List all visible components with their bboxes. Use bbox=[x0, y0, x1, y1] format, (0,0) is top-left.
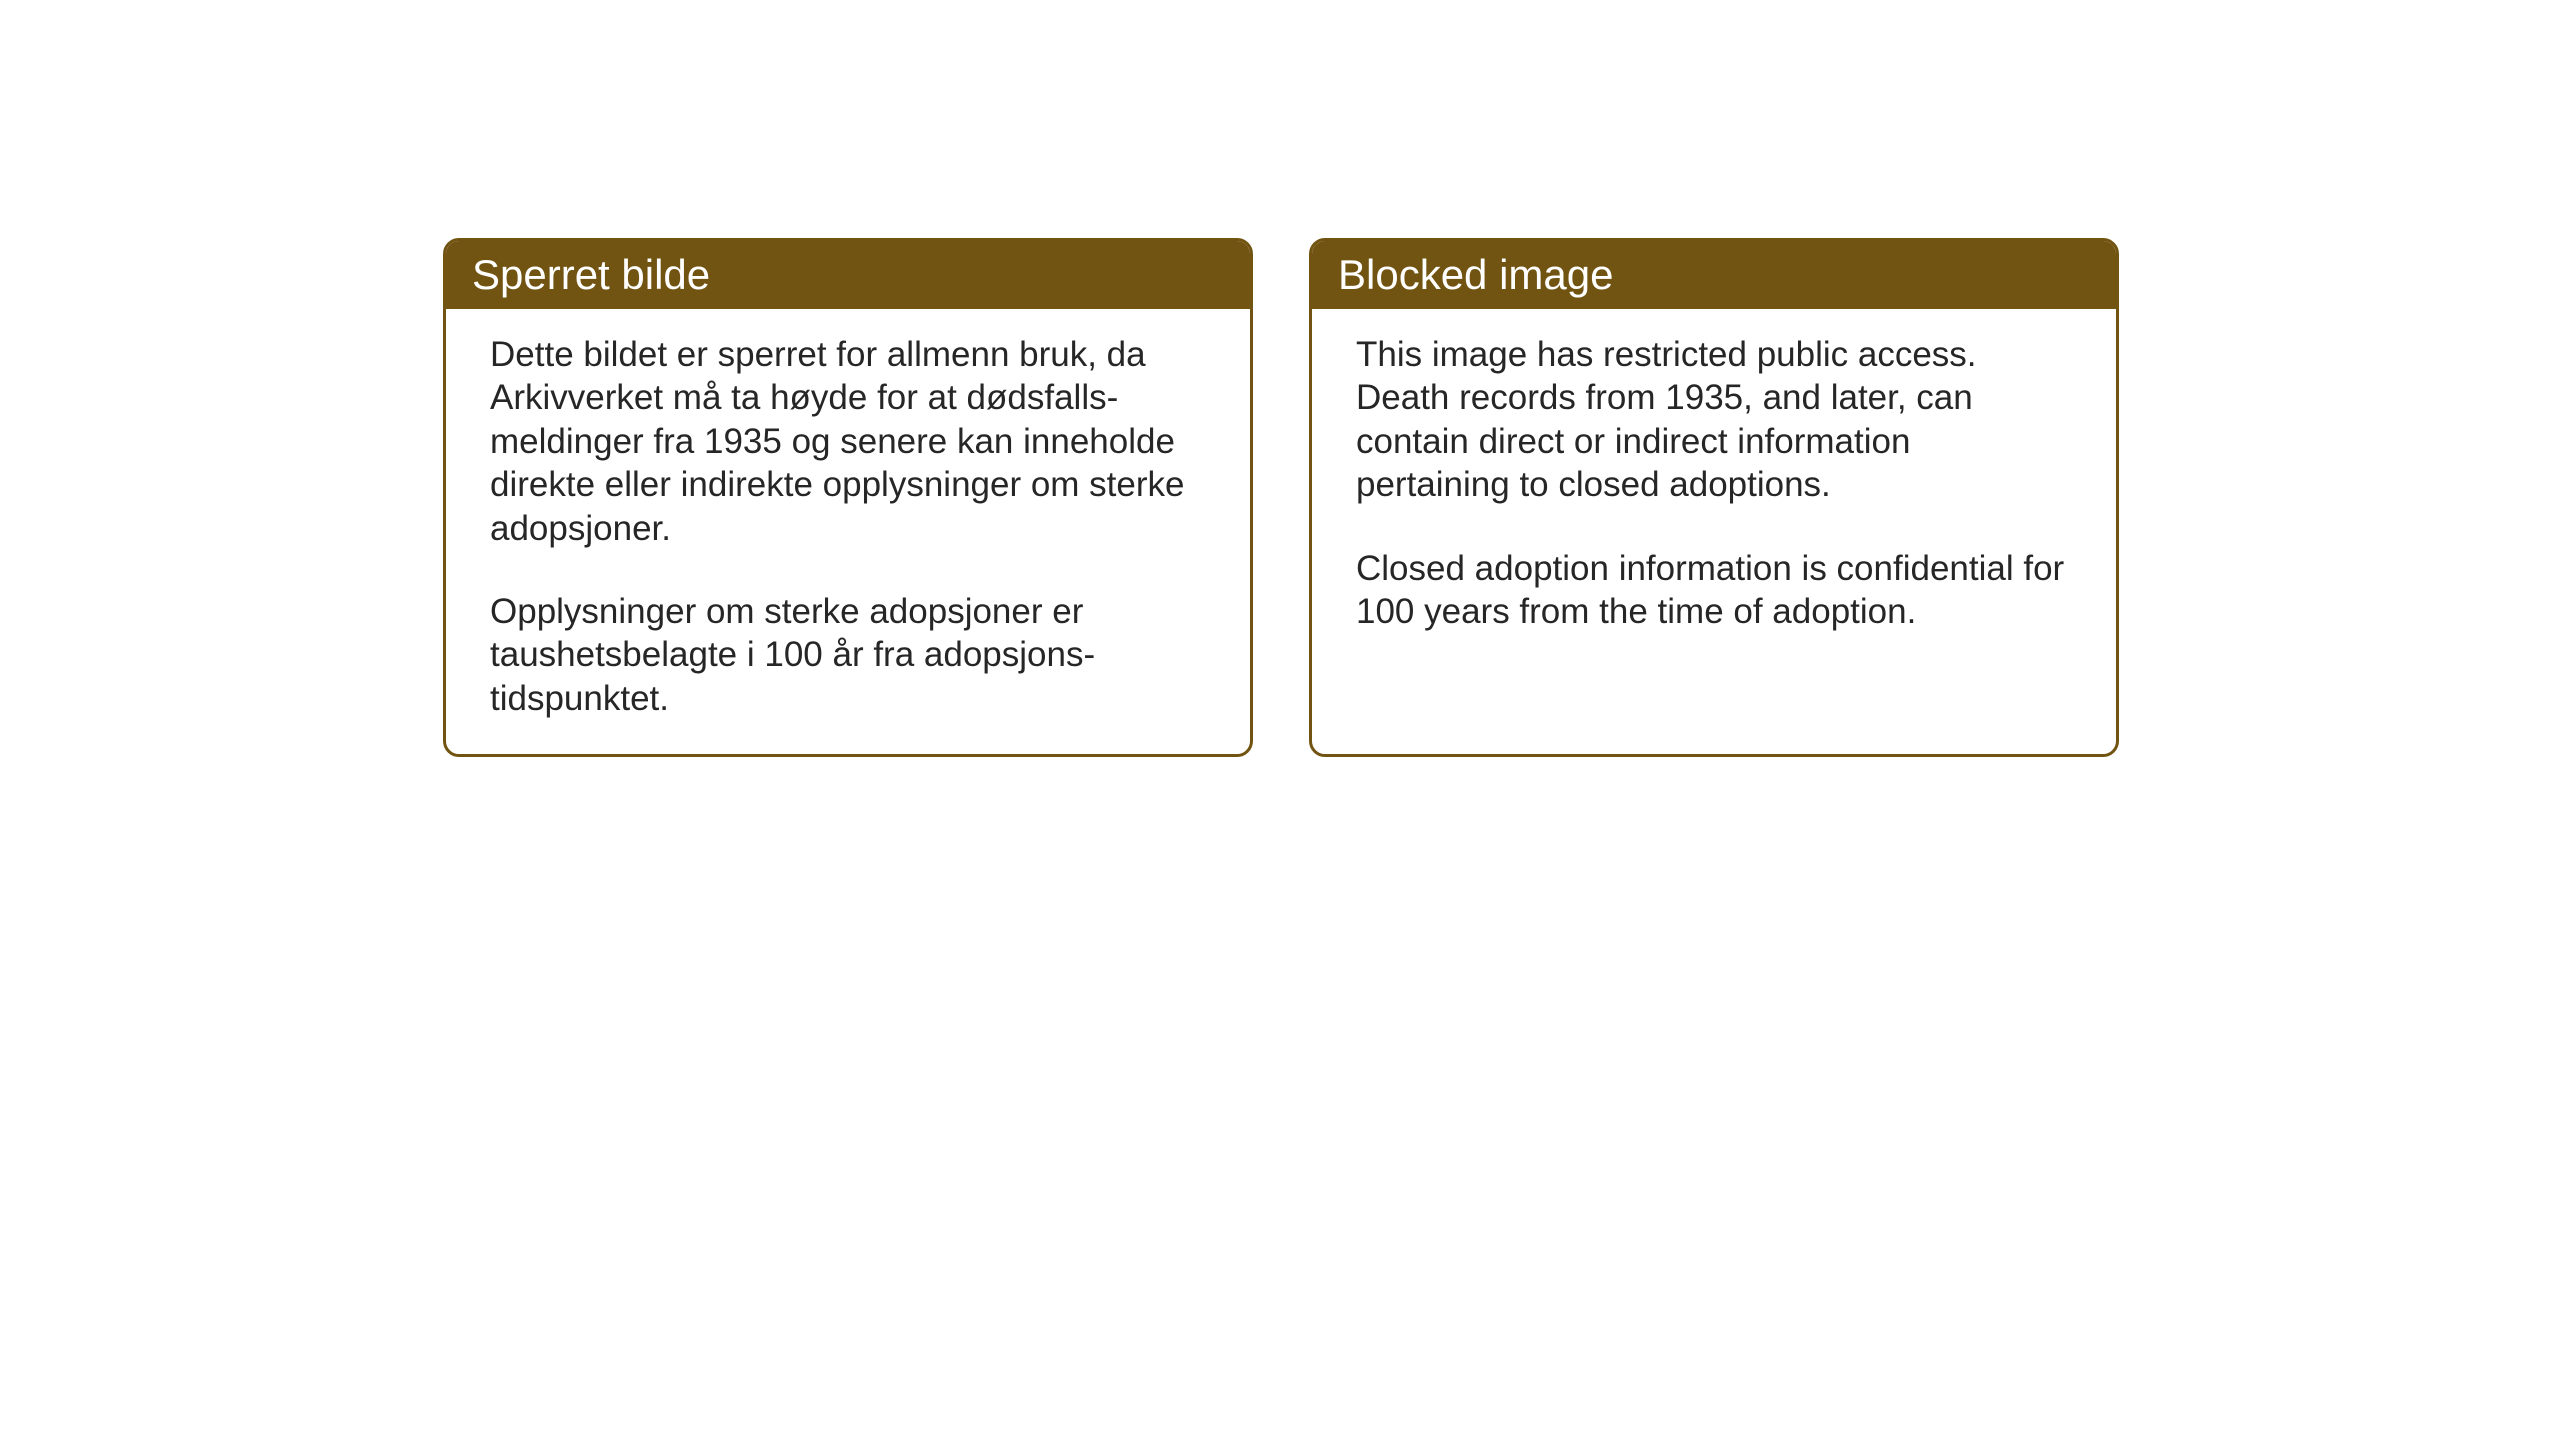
card-paragraph-1: This image has restricted public access.… bbox=[1356, 333, 2072, 507]
card-body: Dette bildet er sperret for allmenn bruk… bbox=[446, 309, 1250, 754]
card-paragraph-2: Closed adoption information is confident… bbox=[1356, 547, 2072, 634]
blocked-image-card-norwegian: Sperret bilde Dette bildet er sperret fo… bbox=[443, 238, 1253, 757]
blocked-image-card-english: Blocked image This image has restricted … bbox=[1309, 238, 2119, 757]
card-body: This image has restricted public access.… bbox=[1312, 309, 2116, 707]
card-paragraph-1: Dette bildet er sperret for allmenn bruk… bbox=[490, 333, 1206, 550]
card-title: Sperret bilde bbox=[472, 251, 710, 298]
card-paragraph-2: Opplysninger om sterke adopsjoner er tau… bbox=[490, 590, 1206, 720]
card-container: Sperret bilde Dette bildet er sperret fo… bbox=[443, 238, 2119, 757]
card-title: Blocked image bbox=[1338, 251, 1613, 298]
card-header: Sperret bilde bbox=[446, 241, 1250, 309]
card-header: Blocked image bbox=[1312, 241, 2116, 309]
